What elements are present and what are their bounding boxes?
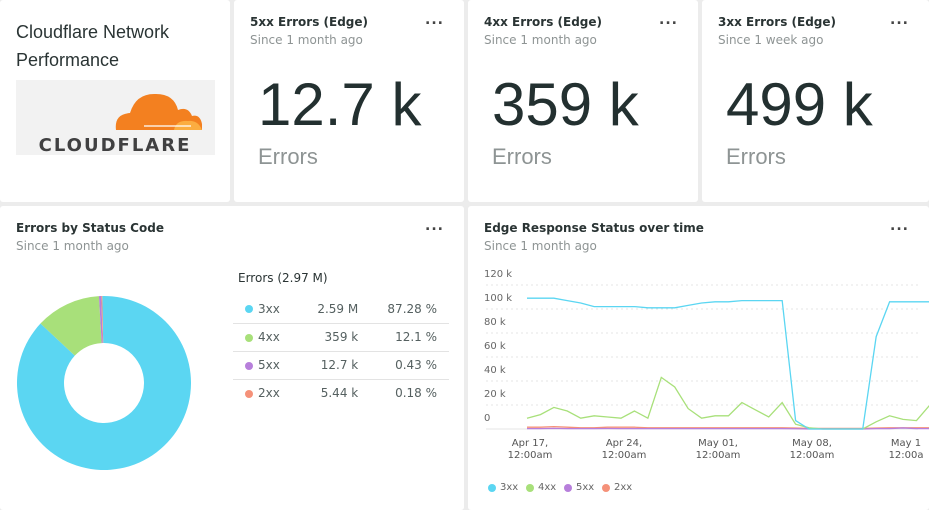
- dashboard-title: Cloudflare Network Performance: [16, 18, 169, 74]
- status-label: 5xx: [258, 358, 280, 372]
- widget-title: 3xx Errors (Edge): [718, 15, 837, 29]
- legend-value: 12.7 k: [298, 351, 363, 380]
- billboard-unit: Errors: [258, 144, 318, 169]
- legend-dot-icon: [245, 305, 253, 314]
- legend-label: 5xx: [576, 482, 595, 493]
- billboard-value: 359 k: [492, 71, 639, 138]
- legend-row[interactable]: 2xx 5.44 k 0.18 %: [233, 379, 449, 407]
- pie-slice-5xx[interactable]: [98, 296, 103, 344]
- legend-row[interactable]: 3xx 2.59 M 87.28 %: [233, 295, 449, 324]
- legend-label: 3xx: [500, 482, 519, 493]
- legend-value: 5.44 k: [320, 386, 359, 401]
- billboard-unit: Errors: [492, 144, 552, 169]
- legend-dot-icon: [564, 483, 572, 492]
- billboard-value: 12.7 k: [258, 71, 422, 138]
- billboard-value: 499 k: [726, 71, 873, 138]
- legend-dot-icon: [488, 483, 496, 492]
- widget-title: Errors by Status Code: [16, 221, 164, 235]
- legend-label: 2xx: [233, 379, 299, 407]
- widget-timeframe: Since 1 month ago: [484, 239, 597, 253]
- widget-menu-button[interactable]: ...: [890, 12, 909, 28]
- legend-label: 2xx: [614, 482, 633, 493]
- widget-title: 4xx Errors (Edge): [484, 15, 603, 29]
- status-label: 3xx: [258, 301, 280, 316]
- pie-slice-4xx[interactable]: [40, 296, 102, 356]
- legend-item-4xx[interactable]: 4xx: [526, 482, 556, 493]
- widget-timeframe: Since 1 month ago: [250, 33, 363, 47]
- legend-label: 4xx: [233, 323, 299, 352]
- widget-timeframe: Since 1 week ago: [718, 33, 824, 47]
- legend-dot-icon: [245, 389, 253, 398]
- title-line: Performance: [16, 50, 120, 70]
- widget-timeframe: Since 1 month ago: [484, 33, 597, 47]
- legend-item-2xx[interactable]: 2xx: [602, 482, 632, 493]
- legend-label: 5xx: [233, 351, 299, 380]
- billboard-3xx: 3xx Errors (Edge) Since 1 week ago ... 4…: [702, 0, 929, 202]
- legend-value: 359 k: [298, 323, 363, 352]
- billboard-5xx: 5xx Errors (Edge) Since 1 month ago ... …: [234, 0, 464, 202]
- legend-row[interactable]: 4xx 359 k 12.1 %: [233, 323, 449, 352]
- legend-percent: 0.18 %: [395, 386, 437, 401]
- legend-item-5xx[interactable]: 5xx: [564, 482, 594, 493]
- title-card: Cloudflare Network Performance CLOUDFLARE: [0, 0, 230, 202]
- legend-value: 2.59 M: [298, 295, 363, 324]
- legend-dot-icon: [602, 483, 610, 492]
- billboard-unit: Errors: [726, 144, 786, 169]
- pie-table-header: Errors (2.97 M): [238, 271, 328, 285]
- legend-dot-icon: [245, 361, 253, 370]
- legend-percent: 12.1 %: [362, 323, 449, 352]
- widget-title: Edge Response Status over time: [484, 221, 704, 235]
- legend-dot-icon: [526, 483, 534, 492]
- legend-percent: 87.28 %: [362, 295, 449, 324]
- legend-label: 3xx: [233, 295, 299, 324]
- widget-timeframe: Since 1 month ago: [16, 239, 129, 253]
- widget-menu-button[interactable]: ...: [425, 218, 444, 234]
- pie-slice-2xx[interactable]: [101, 296, 104, 344]
- widget-menu-button[interactable]: ...: [659, 12, 678, 28]
- widget-title: 5xx Errors (Edge): [250, 15, 369, 29]
- billboard-4xx: 4xx Errors (Edge) Since 1 month ago ... …: [468, 0, 698, 202]
- title-line: Cloudflare Network: [16, 22, 170, 42]
- cloudflare-logo: CLOUDFLARE: [16, 80, 215, 156]
- legend-row[interactable]: 5xx 12.7 k 0.43 %: [233, 351, 449, 380]
- status-label: 2xx: [258, 386, 280, 401]
- widget-menu-button[interactable]: ...: [890, 218, 909, 234]
- legend-percent: 0.43 %: [362, 351, 449, 380]
- legend-item-3xx[interactable]: 3xx: [488, 482, 518, 493]
- legend-label: 4xx: [538, 482, 557, 493]
- pie-slice-3xx[interactable]: [17, 296, 191, 470]
- widget-menu-button[interactable]: ...: [425, 12, 444, 28]
- legend-dot-icon: [245, 333, 253, 342]
- donut-chart: [17, 296, 191, 470]
- status-label: 4xx: [258, 330, 280, 344]
- svg-text:CLOUDFLARE: CLOUDFLARE: [39, 135, 192, 155]
- edge-response-panel: Edge Response Status over time Since 1 m…: [468, 206, 929, 510]
